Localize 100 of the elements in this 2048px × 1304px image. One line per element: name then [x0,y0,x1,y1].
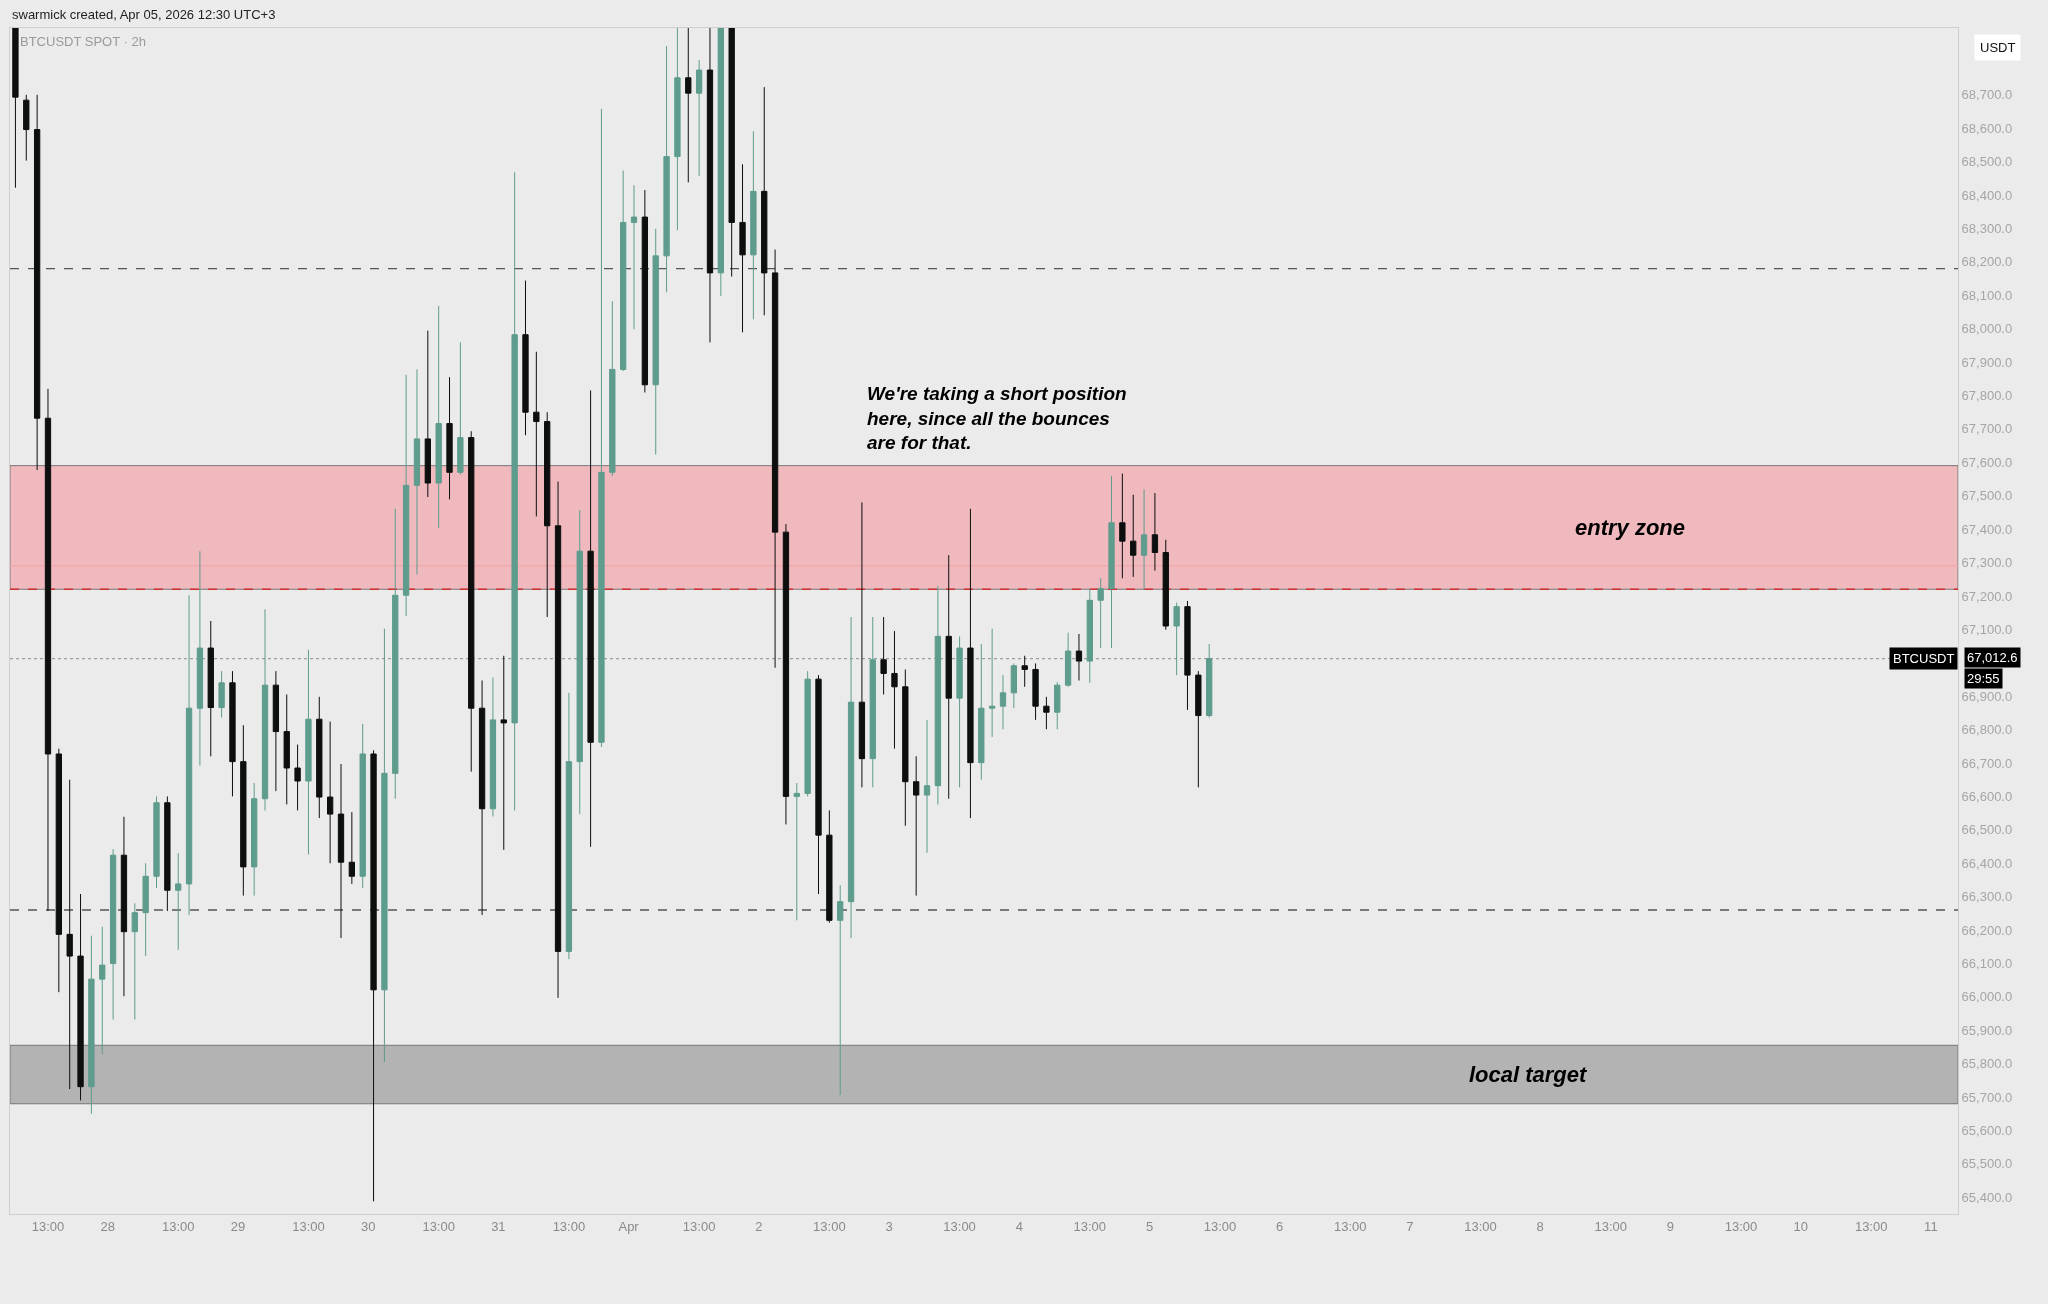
candlestick [685,28,692,183]
candlestick [663,45,670,293]
candlestick [978,643,985,781]
y-tick-label: 67,800.0 [1961,388,2013,404]
candlestick [1010,662,1017,709]
x-tick-label: 13:00 [682,1218,716,1234]
candlestick [880,616,887,695]
x-tick-label: 13:00 [1854,1218,1888,1234]
candlestick [837,884,844,1096]
candlestick [305,649,312,856]
y-tick-label: 67,600.0 [1961,454,2013,470]
candlestick [1151,492,1159,572]
candlestick [218,670,225,719]
y-tick-label: 67,500.0 [1961,488,2013,504]
y-tick-label: 68,500.0 [1961,154,2013,170]
x-tick-label: 7 [1406,1218,1414,1234]
x-tick-label: 13:00 [813,1218,846,1234]
candlestick [120,816,128,997]
candlestick [337,763,345,939]
x-tick-label: 2 [755,1218,763,1234]
candlestick [826,809,833,924]
y-tick-label: 68,300.0 [1961,221,2013,236]
y-tick-label: 66,600.0 [1961,788,2013,804]
x-tick-label: 9 [1666,1218,1675,1234]
candlestick [739,163,746,333]
candlestick [457,341,464,476]
y-tick-label: 67,700.0 [1961,421,2013,437]
y-tick-label: 65,500.0 [1961,1156,2013,1172]
candlestick [33,94,41,471]
x-tick-label: 13:00 [1334,1218,1367,1234]
candlestick [1032,662,1039,721]
y-tick-label: 66,300.0 [1961,889,2013,905]
annotation: BTCUSDT [1893,651,1955,666]
y-tick-label: 66,200.0 [1961,922,2013,938]
candlestick [175,852,182,951]
candlestick [370,749,377,1202]
candlestick [261,608,269,811]
annotation: We're taking a short position here, since all the bounces are for that. [867,383,1127,454]
candlestick [1043,696,1050,730]
candlestick [913,755,920,897]
candlestick [44,388,52,912]
candlestick [77,893,84,1101]
candlestick [1140,488,1148,591]
candlestick [1097,577,1104,649]
x-tick-label: 5 [1145,1218,1154,1234]
candlestick [326,721,334,864]
candlestick [1119,473,1126,579]
x-tick-label: 31 [491,1218,506,1234]
candlestick [988,628,996,738]
y-tick-label: 67,200.0 [1961,588,2013,604]
band-label: local target [1469,1062,1589,1087]
candlestick [1064,632,1072,688]
candlestick [435,305,442,529]
candlestick [316,696,323,819]
candlestick [229,670,236,797]
candlestick [381,628,388,1063]
candlestick [402,374,410,617]
candlestick [1162,539,1169,631]
candlestick [717,28,724,297]
candlestick [1054,681,1061,730]
candlestick [565,692,573,960]
y-tick-label: 65,400.0 [1961,1189,2013,1205]
candlestick [1195,670,1202,788]
text: BTCUSDT SPOT · 2h [20,34,146,49]
x-tick-label: 13:00 [31,1218,65,1234]
y-tick-label: 67,400.0 [1961,521,2013,537]
y-tick-label: 65,700.0 [1961,1089,2013,1105]
candlestick [674,28,681,231]
x-tick-label: 8 [1536,1218,1544,1234]
y-tick-label: 68,200.0 [1961,254,2013,270]
candlestick [55,748,62,993]
candlestick [468,430,475,773]
candlestick [164,795,171,912]
text: 67,012.6 [1967,650,2018,665]
candlestick [923,719,931,854]
x-tick-label: 3 [885,1218,893,1234]
y-tick-label: 65,900.0 [1961,1022,2013,1038]
y-tick-label: 65,600.0 [1961,1123,2013,1139]
candlestick [533,351,540,517]
candlestick [500,655,507,851]
candlestick [12,28,19,189]
candlestick [902,668,909,827]
x-tick-label: 13:00 [422,1218,455,1234]
candlestick [1108,475,1115,649]
candlestick [196,550,204,767]
candlestick [142,862,149,957]
candlestick [478,679,486,916]
x-tick-label: 13:00 [161,1218,195,1234]
y-tick-label: 68,600.0 [1961,120,2013,136]
candlestick [587,389,594,848]
x-tick-label: 13:00 [552,1218,586,1234]
y-tick-label: 67,100.0 [1961,621,2013,637]
candlestick [695,59,703,177]
x-tick-label: 13:00 [1724,1218,1758,1234]
candlestick [522,280,529,436]
y-tick-label: 68,000.0 [1961,321,2013,337]
y-tick-label: 66,700.0 [1961,755,2013,771]
candlestick [804,670,811,797]
candlestick [251,782,258,897]
text: swarmick created, Apr 05, 2026 12:30 UTC+3 [12,7,276,22]
